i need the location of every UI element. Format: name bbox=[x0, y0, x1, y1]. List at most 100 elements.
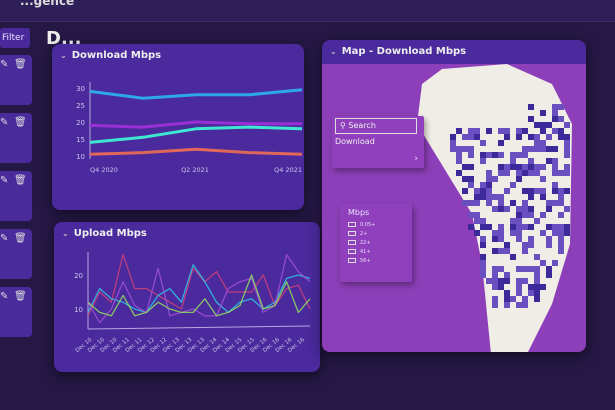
map-cell bbox=[468, 134, 474, 140]
trash-icon[interactable]: 🗑 bbox=[14, 59, 27, 70]
map-cell bbox=[534, 134, 540, 140]
map-cell bbox=[564, 134, 570, 140]
legend-item[interactable]: 22+ bbox=[348, 238, 404, 247]
sidebar-card[interactable]: ✎ 🗑 bbox=[0, 171, 32, 221]
page-title: D... bbox=[46, 28, 82, 49]
map-cell bbox=[486, 182, 492, 188]
map-cell bbox=[540, 146, 546, 152]
map-cell bbox=[468, 182, 474, 188]
map-cell bbox=[552, 128, 558, 134]
map-cell bbox=[516, 206, 522, 212]
map-cell bbox=[510, 218, 516, 224]
map-cell bbox=[552, 104, 558, 110]
legend-checkbox[interactable] bbox=[348, 240, 356, 245]
map-cell bbox=[516, 278, 522, 284]
map-cell bbox=[552, 116, 558, 122]
map-cell bbox=[516, 170, 522, 176]
download-chart: 10 15 20 25 30 Q4 2020 Q2 2021 Q4 2021 bbox=[76, 82, 303, 174]
map-cell bbox=[516, 128, 522, 134]
map-cell bbox=[492, 302, 498, 308]
chevron-down-icon[interactable]: ⌄ bbox=[60, 51, 67, 60]
map-cell bbox=[528, 164, 534, 170]
map-cell bbox=[522, 242, 528, 248]
map-cell bbox=[564, 164, 570, 170]
map-cell bbox=[564, 230, 570, 236]
map-cell bbox=[528, 266, 534, 272]
map-cell bbox=[552, 182, 558, 188]
map-cell bbox=[564, 224, 570, 230]
edit-icon[interactable]: ✎ bbox=[0, 233, 9, 244]
map-cell bbox=[504, 242, 510, 248]
map-cell bbox=[552, 260, 558, 266]
map-cell bbox=[456, 170, 462, 176]
map-cell bbox=[510, 296, 516, 302]
map-cell bbox=[516, 302, 522, 308]
sidebar-card[interactable]: ✎ 🗑 bbox=[0, 287, 32, 337]
map-cell bbox=[504, 128, 510, 134]
map-cell bbox=[486, 200, 492, 206]
trash-icon[interactable]: 🗑 bbox=[14, 291, 27, 302]
map-cell bbox=[558, 242, 564, 248]
map-cell bbox=[504, 248, 510, 254]
map-cell bbox=[516, 134, 522, 140]
legend-checkbox[interactable] bbox=[348, 249, 356, 254]
map-cell bbox=[540, 128, 546, 134]
map-cell bbox=[510, 200, 516, 206]
legend-item[interactable]: 56+ bbox=[348, 256, 404, 265]
y-tick-label: 20 bbox=[74, 272, 83, 280]
sidebar-card[interactable]: ✎ 🗑 bbox=[0, 229, 32, 279]
chevron-down-icon[interactable]: ⌄ bbox=[62, 229, 69, 238]
edit-icon[interactable]: ✎ bbox=[0, 117, 9, 128]
filter-button[interactable]: Filter bbox=[0, 28, 30, 48]
map-cell bbox=[462, 188, 468, 194]
edit-icon[interactable]: ✎ bbox=[0, 59, 9, 70]
legend-checkbox[interactable] bbox=[348, 258, 356, 263]
map-cell bbox=[492, 296, 498, 302]
legend-checkbox[interactable] bbox=[348, 222, 356, 227]
map-cell bbox=[480, 236, 486, 242]
trash-icon[interactable]: 🗑 bbox=[14, 175, 27, 186]
map-cell bbox=[486, 278, 492, 284]
map-cell bbox=[498, 206, 504, 212]
map-cell bbox=[540, 284, 546, 290]
chevron-down-icon[interactable]: ⌄ bbox=[330, 47, 337, 56]
map-cell bbox=[534, 290, 540, 296]
legend-checkbox[interactable] bbox=[348, 231, 356, 236]
search-input[interactable]: ⚲ Search bbox=[335, 118, 417, 134]
map-cell bbox=[552, 158, 558, 164]
map-cell bbox=[516, 164, 522, 170]
map-cell bbox=[546, 122, 552, 128]
map[interactable]: ⚲ Search Download › Mbps 0.05+ 2+ 22+ 41+ 56… bbox=[322, 64, 586, 352]
map-cell bbox=[534, 170, 540, 176]
map-cell bbox=[474, 218, 480, 224]
sidebar-card[interactable]: ✎ 🗑 bbox=[0, 55, 32, 105]
trash-icon[interactable]: 🗑 bbox=[14, 117, 27, 128]
map-cell bbox=[522, 170, 528, 176]
trash-icon[interactable]: 🗑 bbox=[14, 233, 27, 244]
map-cell bbox=[504, 164, 510, 170]
map-cell bbox=[516, 290, 522, 296]
map-cell bbox=[522, 224, 528, 230]
map-cell bbox=[540, 188, 546, 194]
map-cell bbox=[492, 248, 498, 254]
map-cell bbox=[504, 170, 510, 176]
map-cell bbox=[528, 158, 534, 164]
map-cell bbox=[480, 188, 486, 194]
legend-item[interactable]: 0.05+ bbox=[348, 220, 404, 229]
map-cell bbox=[492, 236, 498, 242]
map-cell bbox=[480, 242, 486, 248]
legend-item[interactable]: 41+ bbox=[348, 247, 404, 256]
edit-icon[interactable]: ✎ bbox=[0, 175, 9, 186]
map-cell bbox=[510, 224, 516, 230]
sidebar-card[interactable]: ✎ 🗑 bbox=[0, 113, 32, 163]
chevron-right-icon[interactable]: › bbox=[414, 154, 418, 164]
map-canvas[interactable] bbox=[322, 64, 586, 352]
map-cell bbox=[498, 164, 504, 170]
edit-icon[interactable]: ✎ bbox=[0, 291, 9, 302]
map-cell bbox=[558, 230, 564, 236]
map-cell bbox=[450, 134, 456, 140]
legend-item[interactable]: 2+ bbox=[348, 229, 404, 238]
map-cell bbox=[522, 200, 528, 206]
search-popup: ⚲ Search Download › bbox=[332, 116, 424, 168]
series-line bbox=[89, 125, 303, 144]
